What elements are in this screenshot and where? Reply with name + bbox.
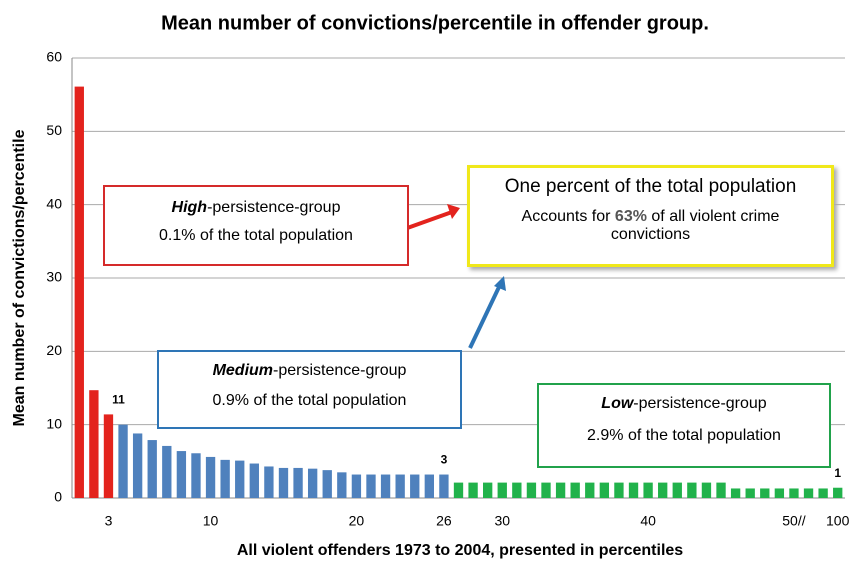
bar <box>249 463 259 498</box>
y-tick-label: 50 <box>46 122 62 138</box>
group-title: -persistence-group <box>207 199 341 216</box>
bar <box>774 488 785 498</box>
bar <box>264 466 274 498</box>
bar <box>205 456 216 498</box>
group-title: -persistence-group <box>633 395 767 412</box>
bar <box>220 459 230 498</box>
callout-emph: 63% <box>614 208 647 225</box>
value-label: 3 <box>441 453 448 467</box>
bar <box>745 488 755 498</box>
chart-title: Mean number of convictions/percentile in… <box>161 12 709 34</box>
bar <box>118 424 128 498</box>
y-tick-label: 10 <box>46 415 62 431</box>
bar <box>453 482 464 498</box>
bar <box>483 482 493 498</box>
bar <box>103 414 114 498</box>
bar <box>395 474 405 498</box>
value-label: 1 <box>834 466 841 480</box>
medium-box: Medium-persistence-group 0.9% of the tot… <box>157 350 462 429</box>
arrow-head <box>494 276 506 291</box>
bar <box>322 470 332 498</box>
x-tick-label: 10 <box>203 513 219 529</box>
x-axis-label: All violent offenders 1973 to 2004, pres… <box>237 542 683 559</box>
bar <box>803 488 814 498</box>
bar <box>439 474 449 498</box>
bar <box>818 488 828 498</box>
y-tick-label: 20 <box>46 342 62 358</box>
group-title: -persistence-group <box>273 362 407 379</box>
x-tick-label: 50// <box>782 513 805 529</box>
bar <box>730 488 741 498</box>
bar <box>366 474 376 498</box>
arrow <box>468 286 501 349</box>
bar <box>599 482 610 498</box>
callout-text: Accounts for <box>521 208 615 225</box>
x-tick-label: 30 <box>494 513 510 529</box>
bar <box>658 482 668 498</box>
bar <box>716 482 726 498</box>
y-tick-label: 0 <box>54 489 62 505</box>
bar <box>512 482 522 498</box>
group-emph: Low <box>601 395 634 412</box>
bar <box>541 482 551 498</box>
bar <box>672 482 682 498</box>
bar <box>380 474 391 498</box>
callout-text: of all violent crime convictions <box>610 208 780 243</box>
x-tick-label: 20 <box>349 513 365 529</box>
high-box: High-persistence-group 0.1% of the total… <box>103 185 409 266</box>
bar <box>570 482 580 498</box>
bar <box>132 433 143 498</box>
value-label: 11 <box>112 393 125 407</box>
bar <box>614 482 624 498</box>
bar <box>147 440 157 498</box>
bar <box>162 445 172 498</box>
bar <box>89 390 99 498</box>
bar <box>424 474 434 498</box>
arrow-head <box>447 204 460 219</box>
bar <box>585 482 595 498</box>
y-tick-label: 30 <box>46 269 62 285</box>
bar <box>526 482 537 498</box>
bar <box>293 467 303 498</box>
x-tick-label: 100 <box>826 513 850 529</box>
callout-box: One percent of the total population Acco… <box>467 165 834 267</box>
callout-title: One percent of the total population <box>504 176 797 197</box>
bar <box>643 482 653 498</box>
bar <box>468 482 478 498</box>
bar <box>74 86 84 498</box>
group-emph: Medium <box>212 362 274 379</box>
group-text: 2.9% of the total population <box>587 427 781 444</box>
bar <box>278 467 289 498</box>
bar <box>833 487 843 498</box>
y-axis-label: Mean number of convictions/percentile <box>11 129 28 426</box>
bar <box>337 472 347 498</box>
bar <box>235 460 245 498</box>
bar <box>628 482 639 498</box>
low-box: Low-persistence-group 2.9% of the total … <box>537 383 831 468</box>
bar <box>789 488 799 498</box>
bar <box>760 488 770 498</box>
bar <box>687 482 697 498</box>
group-emph: High <box>171 199 208 216</box>
y-tick-label: 40 <box>46 195 62 211</box>
bar <box>176 451 187 498</box>
bar <box>555 482 566 498</box>
bar <box>497 482 507 498</box>
group-text: 0.1% of the total population <box>159 227 353 244</box>
bar <box>410 474 420 498</box>
y-tick-label: 60 <box>46 49 62 65</box>
bar <box>191 453 201 498</box>
x-tick-label: 3 <box>105 513 113 529</box>
bar <box>351 474 362 498</box>
bar <box>307 468 318 498</box>
x-tick-label: 26 <box>436 513 452 529</box>
x-tick-label: 40 <box>640 513 656 529</box>
bar <box>701 482 712 498</box>
group-text: 0.9% of the total population <box>212 392 407 409</box>
